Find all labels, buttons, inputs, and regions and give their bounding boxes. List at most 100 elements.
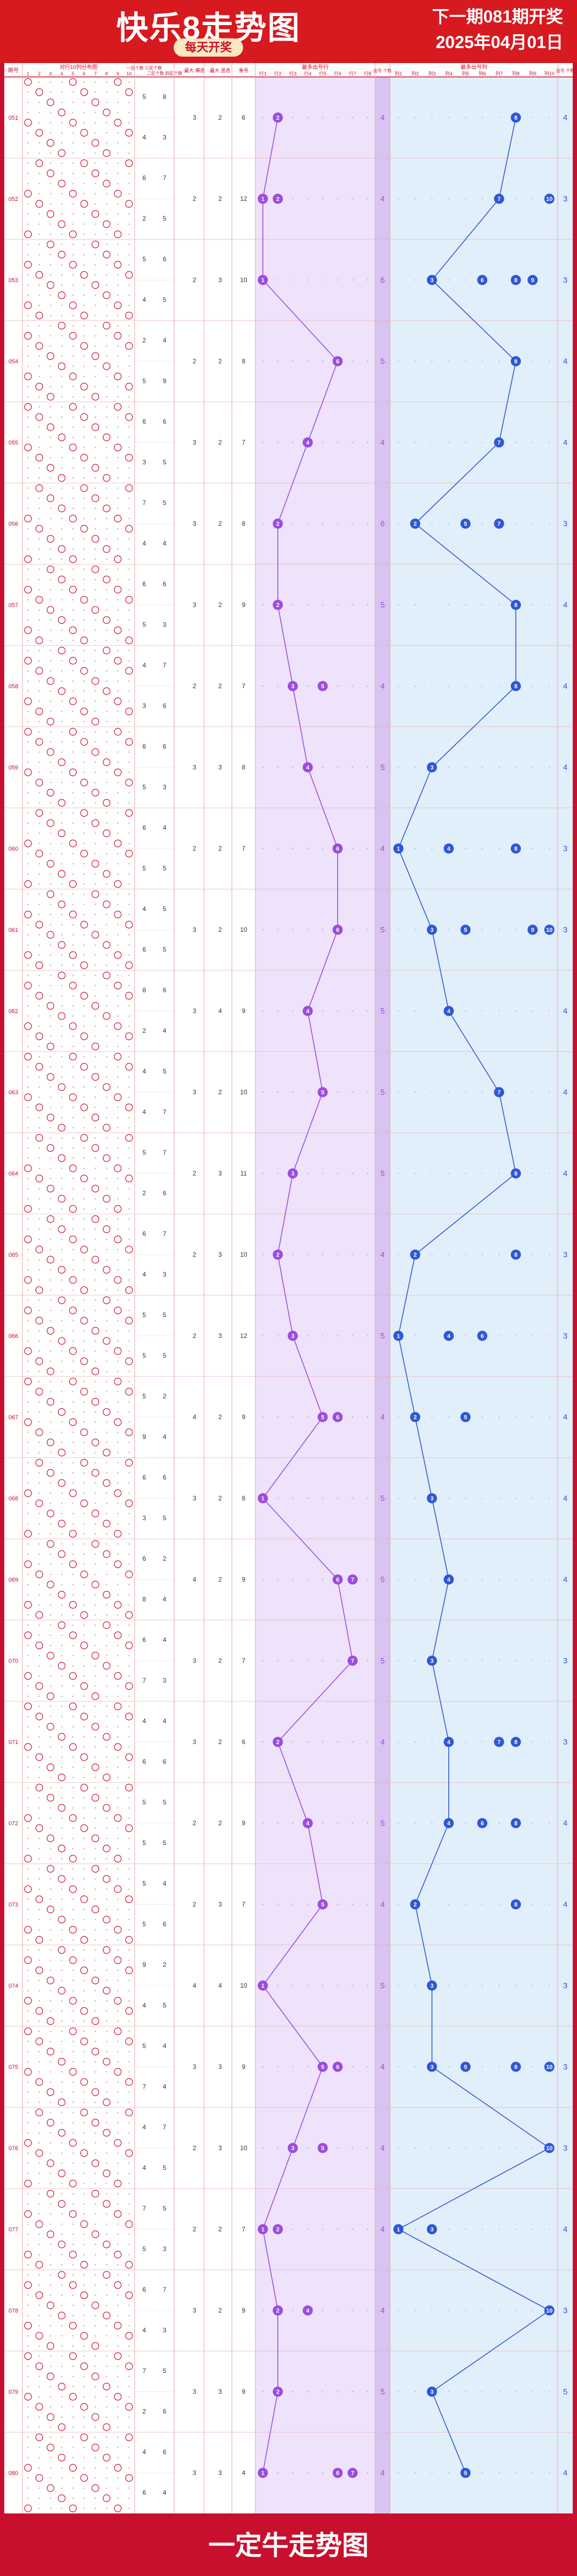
empty-slot-dot: [38, 629, 40, 631]
empty-slot-dot: [117, 2365, 119, 2367]
empty-slot-dot: [95, 1086, 96, 1088]
row-label: 行1: [259, 71, 267, 76]
empty-slot-dot: [128, 1005, 130, 1007]
col-grid-dot: [465, 360, 466, 362]
empty-slot-dot: [38, 1188, 40, 1189]
empty-slot-dot: [106, 1655, 107, 1656]
empty-slot-dot: [38, 1452, 40, 1453]
drawn-number-ball: [46, 352, 54, 360]
empty-slot-dot: [27, 487, 29, 489]
row-grid-dot: [307, 1497, 309, 1499]
empty-slot-dot: [61, 315, 63, 316]
empty-slot-dot: [72, 1787, 74, 1788]
empty-slot-dot: [61, 1655, 63, 1656]
empty-slot-dot: [50, 1269, 51, 1271]
empty-slot-dot: [61, 518, 63, 519]
empty-slot-dot: [83, 2274, 85, 2276]
empty-slot-dot: [106, 1614, 107, 1616]
empty-slot-dot: [38, 1635, 40, 1636]
empty-slot-dot: [83, 873, 85, 875]
empty-slot-dot: [72, 1188, 74, 1189]
drawn-number-ball: [103, 2454, 111, 2462]
empty-slot-dot: [27, 2020, 29, 2022]
empty-slot-dot: [128, 1147, 130, 1149]
empty-slot-dot: [128, 1553, 130, 1555]
col-grid-dot: [515, 1010, 517, 1012]
empty-slot-dot: [38, 1421, 40, 1423]
empty-slot-dot: [38, 721, 40, 722]
empty-slot-dot: [61, 406, 63, 408]
empty-slot-dot: [61, 2294, 63, 2296]
drawn-number-ball: [69, 839, 77, 847]
zone3-count: 6: [143, 2489, 146, 2496]
empty-slot-dot: [95, 528, 96, 530]
empty-slot-dot: [95, 1624, 96, 1626]
drawn-number-ball: [91, 2190, 99, 2198]
row-grid-dot: [367, 2472, 369, 2474]
empty-slot-dot: [38, 914, 40, 915]
zone1-count: 9: [143, 1961, 146, 1968]
empty-slot-dot: [38, 1168, 40, 1169]
empty-slot-dot: [117, 112, 119, 113]
max-col-run-value: 2: [219, 1738, 222, 1746]
col-grid-dot: [498, 1578, 500, 1581]
col-grid-dot: [498, 766, 500, 768]
col-grid-dot: [549, 1010, 550, 1012]
drawn-number-ball: [69, 880, 77, 888]
empty-slot-dot: [95, 416, 96, 418]
drawn-number-ball: [114, 261, 122, 269]
empty-slot-dot: [27, 1716, 29, 1717]
drawn-number-ball: [103, 1296, 111, 1304]
empty-slot-dot: [128, 660, 130, 661]
empty-slot-dot: [50, 315, 51, 316]
empty-slot-dot: [50, 2457, 51, 2458]
drawn-number-ball: [46, 819, 54, 827]
empty-slot-dot: [95, 183, 96, 184]
empty-slot-dot: [72, 457, 74, 458]
empty-slot-dot: [106, 1584, 107, 1585]
empty-slot-dot: [128, 1086, 130, 1088]
empty-slot-dot: [83, 589, 85, 590]
empty-slot-dot: [27, 2041, 29, 2042]
empty-slot-dot: [117, 904, 119, 905]
empty-slot-dot: [72, 1898, 74, 1900]
zone3-count: 4: [143, 2164, 146, 2172]
empty-slot-dot: [128, 538, 130, 540]
empty-slot-dot: [50, 416, 51, 418]
drawn-number-ball: [58, 870, 66, 878]
drawn-number-ball: [58, 474, 66, 482]
empty-slot-dot: [106, 670, 107, 672]
empty-slot-dot: [95, 162, 96, 164]
col-marker: [477, 1330, 488, 1341]
col-grid-dot: [498, 685, 500, 687]
drawn-number-ball: [69, 372, 77, 380]
empty-slot-dot: [117, 964, 119, 966]
empty-slot-dot: [83, 2020, 85, 2022]
col-grid-dot: [414, 441, 416, 443]
empty-slot-dot: [50, 832, 51, 834]
empty-slot-dot: [61, 589, 63, 590]
empty-slot-dot: [117, 2020, 119, 2022]
empty-slot-dot: [117, 1503, 119, 1504]
empty-slot-dot: [61, 2000, 63, 2002]
row-count-value: 5: [380, 1007, 385, 1016]
empty-slot-dot: [95, 132, 96, 134]
drawn-number-ball: [35, 2433, 43, 2441]
drawn-number-ball: [125, 2220, 133, 2228]
drawn-number-ball: [125, 1570, 133, 1578]
col-grid-dot: [549, 116, 550, 119]
drawn-number-ball: [46, 890, 54, 898]
row-grid-dot: [322, 1497, 324, 1499]
drawn-number-ball: [80, 1611, 88, 1619]
empty-slot-dot: [106, 2122, 107, 2123]
empty-slot-dot: [117, 477, 119, 479]
empty-slot-dot: [95, 112, 96, 113]
empty-slot-dot: [61, 964, 63, 966]
empty-slot-dot: [38, 873, 40, 875]
empty-slot-dot: [61, 386, 63, 387]
empty-slot-dot: [61, 1543, 63, 1545]
distribution-col-label: 1: [27, 71, 29, 76]
empty-slot-dot: [50, 1025, 51, 1027]
drawn-number-ball: [46, 1215, 54, 1223]
drawn-number-ball: [46, 2017, 54, 2025]
